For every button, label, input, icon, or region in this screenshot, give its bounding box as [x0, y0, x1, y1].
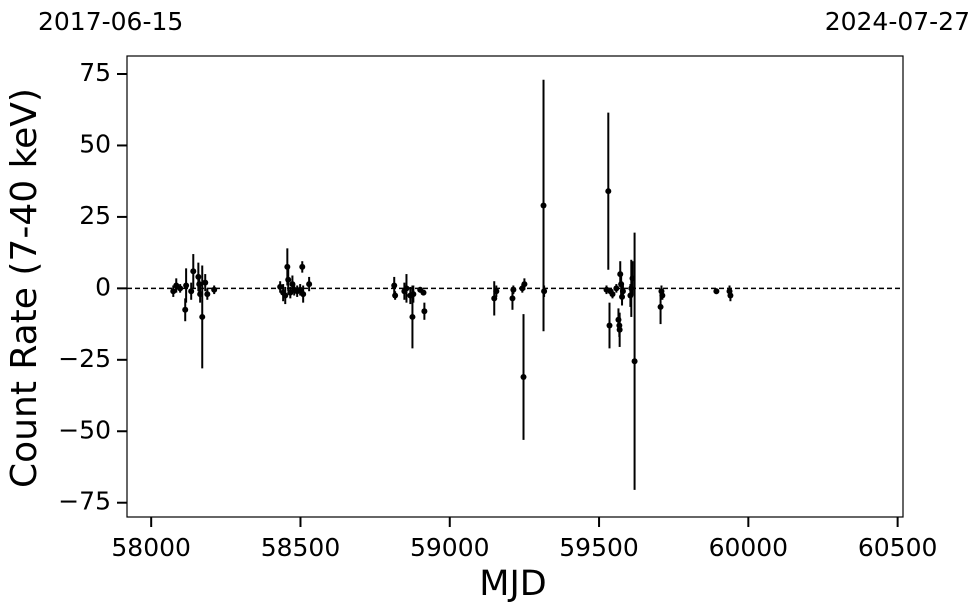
data-point [188, 288, 195, 295]
data-point [619, 288, 626, 295]
y-tick-label: −50 [58, 415, 111, 444]
data-point [657, 303, 664, 310]
data-point [420, 289, 427, 296]
end-date-label: 2024-07-27 [825, 7, 970, 36]
data-point [409, 313, 416, 320]
y-axis-label: Count Rate (7-40 keV) [4, 88, 45, 488]
data-point [300, 291, 307, 298]
data-point [605, 188, 612, 195]
data-point [616, 326, 623, 333]
data-point [177, 285, 184, 292]
data-point [659, 292, 666, 299]
x-tick-label: 58500 [261, 533, 341, 562]
data-point [391, 282, 398, 289]
data-point [421, 308, 428, 315]
data-point [606, 322, 613, 329]
data-point [392, 292, 399, 299]
plot-frame [126, 55, 904, 518]
data-point [211, 286, 218, 293]
data-point [204, 291, 211, 298]
data-point [202, 279, 209, 286]
y-tick-label: 0 [95, 272, 111, 301]
data-point [277, 283, 284, 290]
data-point [190, 268, 197, 275]
data-point [182, 306, 189, 313]
x-tick-label: 60000 [709, 533, 789, 562]
data-point [299, 263, 306, 270]
x-tick-label: 59000 [410, 533, 490, 562]
data-point [170, 288, 177, 295]
data-point [613, 285, 620, 292]
data-point [520, 373, 527, 380]
data-point [510, 286, 517, 293]
data-point [541, 288, 548, 295]
data-point [509, 295, 516, 302]
data-point [199, 313, 206, 320]
data-point [540, 202, 547, 209]
data-point [727, 292, 734, 299]
x-tick-label: 60500 [858, 533, 938, 562]
data-point [285, 276, 292, 283]
x-tick-label: 58000 [111, 533, 191, 562]
start-date-label: 2017-06-15 [38, 7, 183, 36]
data-point [306, 281, 313, 288]
y-tick-label: 75 [79, 58, 111, 87]
data-point [631, 358, 638, 365]
data-point [521, 281, 528, 288]
x-tick-label: 59500 [559, 533, 639, 562]
y-tick-label: −25 [58, 344, 111, 373]
data-point [403, 285, 410, 292]
data-point [609, 291, 616, 298]
y-tick-label: 25 [79, 201, 111, 230]
y-tick-label: 50 [79, 129, 111, 158]
data-point [410, 291, 417, 298]
data-point [297, 286, 304, 293]
data-point [183, 282, 190, 289]
data-point [493, 288, 500, 295]
x-axis-label: MJD [479, 564, 546, 604]
data-point [713, 288, 720, 295]
y-tick-label: −75 [58, 487, 111, 516]
data-point [282, 292, 289, 299]
